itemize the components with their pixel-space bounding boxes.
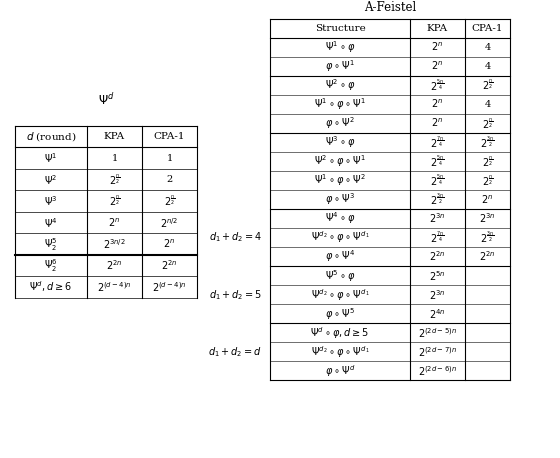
Text: $2^{2n}$: $2^{2n}$ [161,259,178,273]
Text: 4: 4 [484,62,491,71]
Text: $2^{\frac{n}{2}}$: $2^{\frac{n}{2}}$ [109,172,120,187]
Text: $2^{3n}$: $2^{3n}$ [430,212,446,225]
Text: $d$ (round): $d$ (round) [26,130,76,143]
Text: $\varphi \circ \Psi^d$: $\varphi \circ \Psi^d$ [325,363,355,379]
Text: $\Psi^1 \circ \varphi$: $\Psi^1 \circ \varphi$ [325,39,355,55]
Text: 4: 4 [484,100,491,109]
Text: CPA-1: CPA-1 [472,23,503,33]
Text: $\Psi^2 \circ \varphi$: $\Psi^2 \circ \varphi$ [325,77,355,93]
Text: $\Psi^4 \circ \varphi$: $\Psi^4 \circ \varphi$ [325,211,355,226]
Text: $\varphi \circ \Psi^1$: $\varphi \circ \Psi^1$ [325,58,355,74]
Text: $2^{2n}$: $2^{2n}$ [430,250,446,263]
Text: $2^{2n}$: $2^{2n}$ [106,259,123,273]
Text: $2^{\frac{5n}{4}}$: $2^{\frac{5n}{4}}$ [430,153,445,169]
Text: 1: 1 [111,154,118,163]
Text: $2^{\frac{7n}{4}}$: $2^{\frac{7n}{4}}$ [430,135,445,150]
Text: $2^{2n}$: $2^{2n}$ [479,250,496,263]
Text: $\Psi^4$: $\Psi^4$ [44,216,58,229]
Text: $2^{\frac{3n}{2}}$: $2^{\frac{3n}{2}}$ [480,230,494,245]
Text: CPA-1: CPA-1 [154,132,185,141]
Text: $d_1 + d_2 = 5$: $d_1 + d_2 = 5$ [209,288,262,301]
Text: $\Psi^2 \circ \varphi \circ \Psi^1$: $\Psi^2 \circ \varphi \circ \Psi^1$ [314,153,366,169]
Text: KPA: KPA [427,23,448,33]
Text: $\Psi^1 \circ \varphi \circ \Psi^2$: $\Psi^1 \circ \varphi \circ \Psi^2$ [314,173,366,188]
Text: $d_1 + d_2 = 4$: $d_1 + d_2 = 4$ [209,231,262,245]
Text: $2^{\frac{n}{2}}$: $2^{\frac{n}{2}}$ [109,194,120,208]
Text: $2^{(d-4)n}$: $2^{(d-4)n}$ [97,280,132,294]
Text: $2^n$: $2^n$ [431,98,444,110]
Text: $d_1 + d_2 = d$: $d_1 + d_2 = d$ [208,345,262,359]
Text: $2^n$: $2^n$ [431,117,444,130]
Text: 2: 2 [166,175,172,184]
Text: $2^n$: $2^n$ [164,238,176,251]
Text: $\Psi^2$: $\Psi^2$ [44,173,58,186]
Text: $2^n$: $2^n$ [109,217,120,229]
Text: $\Psi^d \circ \varphi, d\geq 5$: $\Psi^d \circ \varphi, d\geq 5$ [310,325,370,341]
Text: $2^{(2d-6)n}$: $2^{(2d-6)n}$ [418,364,457,378]
Text: $2^{n/2}$: $2^{n/2}$ [160,216,179,229]
Text: $2^{(d-4)n}$: $2^{(d-4)n}$ [152,280,186,294]
Text: 4: 4 [484,43,491,52]
Text: $\Psi^{d_2} \circ \varphi \circ \Psi^{d_1}$: $\Psi^{d_2} \circ \varphi \circ \Psi^{d_… [311,344,369,360]
Text: $2^{(2d-5)n}$: $2^{(2d-5)n}$ [418,326,457,340]
Text: $2^n$: $2^n$ [431,60,444,72]
Text: $2^{\frac{3n}{2}}$: $2^{\frac{3n}{2}}$ [480,135,494,150]
Text: $2^{\frac{n}{2}}$: $2^{\frac{n}{2}}$ [482,116,493,131]
Text: $\Psi^1 \circ \varphi \circ \Psi^1$: $\Psi^1 \circ \varphi \circ \Psi^1$ [314,96,366,112]
Text: $\varphi \circ \Psi^4$: $\varphi \circ \Psi^4$ [325,249,355,264]
Text: 1: 1 [166,154,172,163]
Text: $2^{5n}$: $2^{5n}$ [430,269,446,283]
Text: A-Feistel: A-Feistel [364,0,416,14]
Text: $2^n$: $2^n$ [431,41,444,53]
Text: $\varphi \circ \Psi^2$: $\varphi \circ \Psi^2$ [325,115,355,131]
Text: $2^{(2d-7)n}$: $2^{(2d-7)n}$ [418,345,457,359]
Text: $2^{\frac{5n}{4}}$: $2^{\frac{5n}{4}}$ [430,77,445,93]
Text: Structure: Structure [315,23,365,33]
Text: $2^{\frac{n}{2}}$: $2^{\frac{n}{2}}$ [482,154,493,169]
Text: $2^{\frac{n}{2}}$: $2^{\frac{n}{2}}$ [482,173,493,188]
Text: KPA: KPA [104,132,125,141]
Text: $\Psi^d, d\geq 6$: $\Psi^d, d\geq 6$ [30,280,73,294]
Text: $2^{\frac{5n}{4}}$: $2^{\frac{5n}{4}}$ [430,173,445,188]
Text: $\Psi^1$: $\Psi^1$ [44,151,58,165]
Text: $\Psi^3 \circ \varphi$: $\Psi^3 \circ \varphi$ [325,134,355,150]
Text: $2^n$: $2^n$ [482,193,493,206]
Text: $2^{3n}$: $2^{3n}$ [479,212,496,225]
Text: $2^{\frac{n}{2}}$: $2^{\frac{n}{2}}$ [164,194,175,208]
Text: $2^{3n/2}$: $2^{3n/2}$ [103,237,126,251]
Text: $2^{3n}$: $2^{3n}$ [430,288,446,301]
Text: $2^{\frac{3n}{2}}$: $2^{\frac{3n}{2}}$ [430,191,445,207]
Text: $\Psi^6_2$: $\Psi^6_2$ [44,257,58,274]
Text: $\Psi^d$: $\Psi^d$ [97,92,114,108]
Text: $2^{\frac{n}{2}}$: $2^{\frac{n}{2}}$ [482,78,493,93]
Text: $\varphi \circ \Psi^3$: $\varphi \circ \Psi^3$ [325,191,355,207]
Text: $2^{\frac{7n}{4}}$: $2^{\frac{7n}{4}}$ [430,230,445,245]
Text: $\Psi^5_2$: $\Psi^5_2$ [44,236,58,252]
Text: $\varphi \circ \Psi^5$: $\varphi \circ \Psi^5$ [325,306,355,322]
Text: $2^{4n}$: $2^{4n}$ [430,307,446,321]
Text: $\Psi^{d_2} \circ \varphi \circ \Psi^{d_1}$: $\Psi^{d_2} \circ \varphi \circ \Psi^{d_… [311,229,369,245]
Text: $\Psi^3$: $\Psi^3$ [44,194,58,208]
Text: $\Psi^5 \circ \varphi$: $\Psi^5 \circ \varphi$ [325,268,355,284]
Text: $\Psi^{d_2} \circ \varphi \circ \Psi^{d_1}$: $\Psi^{d_2} \circ \varphi \circ \Psi^{d_… [311,287,369,303]
